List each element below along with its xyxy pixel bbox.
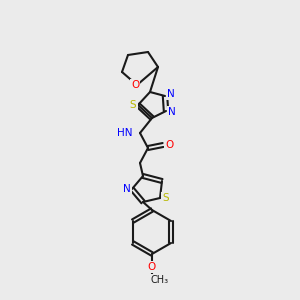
Text: O: O xyxy=(165,140,173,150)
Text: O: O xyxy=(131,80,139,90)
Text: CH₃: CH₃ xyxy=(151,275,169,285)
Text: N: N xyxy=(123,184,131,194)
Text: N: N xyxy=(168,107,176,117)
Text: S: S xyxy=(130,100,136,110)
Text: S: S xyxy=(163,193,169,203)
Text: HN: HN xyxy=(118,128,133,138)
Text: N: N xyxy=(167,89,175,99)
Text: O: O xyxy=(148,262,156,272)
